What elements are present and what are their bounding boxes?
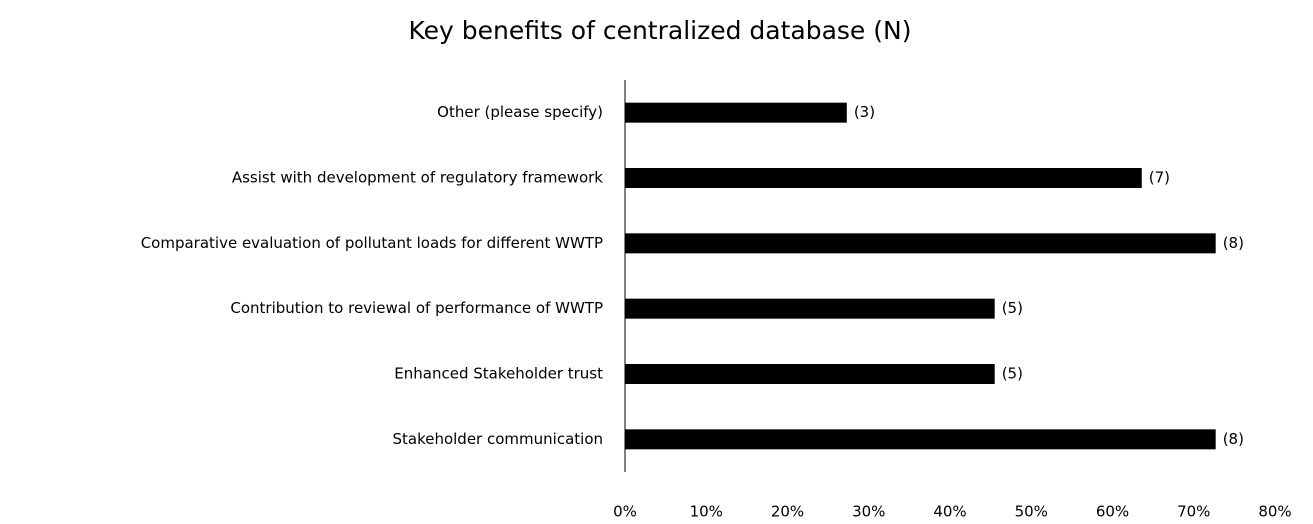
y-tick-label: Other (please specify) [437,103,603,121]
x-tick-label: 20% [771,503,804,521]
x-tick-label: 60% [1096,503,1129,521]
bar [625,233,1216,254]
x-tick-label: 10% [690,503,723,521]
annotation: (5) [1002,365,1023,383]
chart-title: Key benefits of centralized database (N) [409,16,912,45]
x-tick-label: 40% [933,503,966,521]
annotation: (8) [1223,430,1244,448]
y-tick-label: Contribution to reviewal of performance … [230,299,603,317]
y-tick-label: Enhanced Stakeholder trust [394,365,603,383]
x-tick-label: 70% [1177,503,1210,521]
bar [625,364,995,384]
annotation: (5) [1002,299,1023,317]
x-tick-label: 0% [613,503,637,521]
bar [625,168,1142,188]
bar [625,102,847,123]
bar [625,298,995,319]
annotation: (3) [854,103,875,121]
y-tick-label: Comparative evaluation of pollutant load… [141,234,603,252]
x-tick-label: 80% [1258,503,1291,521]
x-tick-label: 50% [1015,503,1048,521]
bar [625,429,1216,450]
annotation: (7) [1149,169,1170,187]
annotation: (8) [1223,234,1244,252]
y-tick-label: Assist with development of regulatory fr… [232,169,603,187]
y-tick-label: Stakeholder communication [392,430,603,448]
x-tick-label: 30% [852,503,885,521]
